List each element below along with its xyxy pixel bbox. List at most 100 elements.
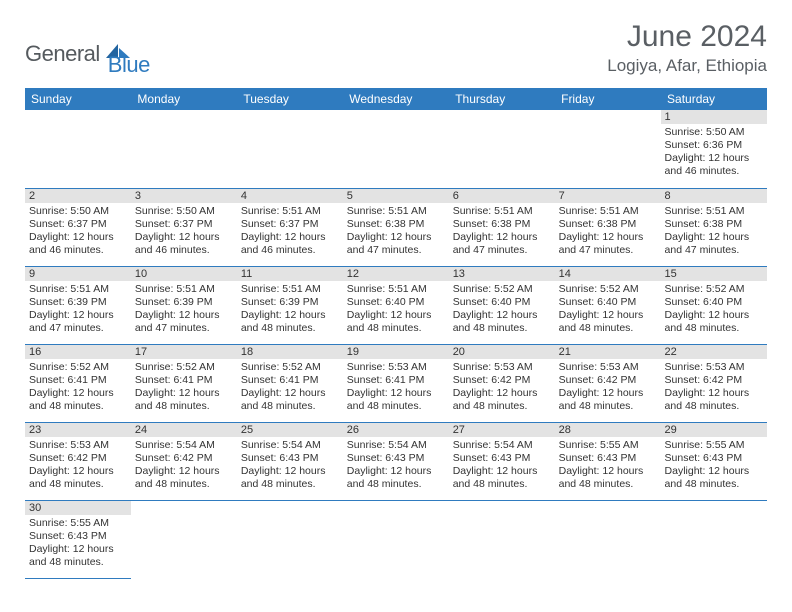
- calendar-cell: 26Sunrise: 5:54 AMSunset: 6:43 PMDayligh…: [343, 422, 449, 500]
- weekday-header: Thursday: [449, 88, 555, 110]
- day-number: 3: [131, 189, 237, 203]
- calendar-cell: 10Sunrise: 5:51 AMSunset: 6:39 PMDayligh…: [131, 266, 237, 344]
- calendar-cell: 29Sunrise: 5:55 AMSunset: 6:43 PMDayligh…: [661, 422, 767, 500]
- weekday-header: Sunday: [25, 88, 131, 110]
- day-content: Sunrise: 5:52 AMSunset: 6:40 PMDaylight:…: [661, 281, 767, 339]
- day-number: 24: [131, 423, 237, 437]
- calendar-cell: [237, 500, 343, 578]
- calendar-cell: 28Sunrise: 5:55 AMSunset: 6:43 PMDayligh…: [555, 422, 661, 500]
- day-number: 26: [343, 423, 449, 437]
- day-content: Sunrise: 5:51 AMSunset: 6:38 PMDaylight:…: [555, 203, 661, 261]
- weekday-header-row: SundayMondayTuesdayWednesdayThursdayFrid…: [25, 88, 767, 110]
- day-content: Sunrise: 5:51 AMSunset: 6:37 PMDaylight:…: [237, 203, 343, 261]
- day-number: 25: [237, 423, 343, 437]
- day-content: Sunrise: 5:53 AMSunset: 6:42 PMDaylight:…: [661, 359, 767, 417]
- weekday-header: Tuesday: [237, 88, 343, 110]
- day-number: 14: [555, 267, 661, 281]
- day-number: 9: [25, 267, 131, 281]
- day-number: 28: [555, 423, 661, 437]
- calendar-cell: 18Sunrise: 5:52 AMSunset: 6:41 PMDayligh…: [237, 344, 343, 422]
- day-content: Sunrise: 5:52 AMSunset: 6:41 PMDaylight:…: [131, 359, 237, 417]
- month-title: June 2024: [607, 20, 767, 54]
- weekday-header: Friday: [555, 88, 661, 110]
- calendar-cell: 23Sunrise: 5:53 AMSunset: 6:42 PMDayligh…: [25, 422, 131, 500]
- day-number: 5: [343, 189, 449, 203]
- day-number: 8: [661, 189, 767, 203]
- calendar-cell: 16Sunrise: 5:52 AMSunset: 6:41 PMDayligh…: [25, 344, 131, 422]
- day-content: Sunrise: 5:52 AMSunset: 6:40 PMDaylight:…: [555, 281, 661, 339]
- calendar-cell: 5Sunrise: 5:51 AMSunset: 6:38 PMDaylight…: [343, 188, 449, 266]
- weekday-header: Monday: [131, 88, 237, 110]
- calendar-cell: 1Sunrise: 5:50 AMSunset: 6:36 PMDaylight…: [661, 110, 767, 188]
- day-number: 29: [661, 423, 767, 437]
- calendar-cell: [555, 500, 661, 578]
- day-number: 4: [237, 189, 343, 203]
- day-content: Sunrise: 5:51 AMSunset: 6:38 PMDaylight:…: [661, 203, 767, 261]
- day-content: Sunrise: 5:53 AMSunset: 6:42 PMDaylight:…: [25, 437, 131, 495]
- calendar-row: 16Sunrise: 5:52 AMSunset: 6:41 PMDayligh…: [25, 344, 767, 422]
- day-content: Sunrise: 5:54 AMSunset: 6:42 PMDaylight:…: [131, 437, 237, 495]
- calendar-cell: 27Sunrise: 5:54 AMSunset: 6:43 PMDayligh…: [449, 422, 555, 500]
- day-content: Sunrise: 5:51 AMSunset: 6:39 PMDaylight:…: [131, 281, 237, 339]
- day-content: Sunrise: 5:50 AMSunset: 6:36 PMDaylight:…: [661, 124, 767, 182]
- day-number: 30: [25, 501, 131, 515]
- calendar-cell: 4Sunrise: 5:51 AMSunset: 6:37 PMDaylight…: [237, 188, 343, 266]
- calendar-cell: [131, 110, 237, 188]
- day-number: 10: [131, 267, 237, 281]
- day-number: 27: [449, 423, 555, 437]
- day-content: Sunrise: 5:53 AMSunset: 6:41 PMDaylight:…: [343, 359, 449, 417]
- day-number: 6: [449, 189, 555, 203]
- day-content: Sunrise: 5:51 AMSunset: 6:39 PMDaylight:…: [237, 281, 343, 339]
- calendar-cell: 25Sunrise: 5:54 AMSunset: 6:43 PMDayligh…: [237, 422, 343, 500]
- calendar-cell: [131, 500, 237, 578]
- calendar-cell: 21Sunrise: 5:53 AMSunset: 6:42 PMDayligh…: [555, 344, 661, 422]
- day-number: 7: [555, 189, 661, 203]
- title-block: June 2024 Logiya, Afar, Ethiopia: [607, 20, 767, 76]
- logo-text-blue: Blue: [108, 52, 150, 78]
- calendar-cell: 30Sunrise: 5:55 AMSunset: 6:43 PMDayligh…: [25, 500, 131, 578]
- calendar-cell: [449, 500, 555, 578]
- day-number: 13: [449, 267, 555, 281]
- calendar-cell: [25, 110, 131, 188]
- day-content: Sunrise: 5:50 AMSunset: 6:37 PMDaylight:…: [131, 203, 237, 261]
- calendar-cell: [237, 110, 343, 188]
- day-number: 23: [25, 423, 131, 437]
- logo: General Blue: [25, 30, 150, 78]
- day-content: Sunrise: 5:53 AMSunset: 6:42 PMDaylight:…: [555, 359, 661, 417]
- day-content: Sunrise: 5:54 AMSunset: 6:43 PMDaylight:…: [449, 437, 555, 495]
- day-content: Sunrise: 5:51 AMSunset: 6:38 PMDaylight:…: [449, 203, 555, 261]
- logo-text-general: General: [25, 41, 100, 67]
- calendar-cell: 14Sunrise: 5:52 AMSunset: 6:40 PMDayligh…: [555, 266, 661, 344]
- calendar-cell: 11Sunrise: 5:51 AMSunset: 6:39 PMDayligh…: [237, 266, 343, 344]
- day-content: Sunrise: 5:53 AMSunset: 6:42 PMDaylight:…: [449, 359, 555, 417]
- day-content: Sunrise: 5:55 AMSunset: 6:43 PMDaylight:…: [661, 437, 767, 495]
- day-content: Sunrise: 5:55 AMSunset: 6:43 PMDaylight:…: [555, 437, 661, 495]
- day-number: 22: [661, 345, 767, 359]
- calendar-cell: 2Sunrise: 5:50 AMSunset: 6:37 PMDaylight…: [25, 188, 131, 266]
- calendar-cell: 19Sunrise: 5:53 AMSunset: 6:41 PMDayligh…: [343, 344, 449, 422]
- header: General Blue June 2024 Logiya, Afar, Eth…: [25, 20, 767, 78]
- weekday-header: Saturday: [661, 88, 767, 110]
- calendar-cell: 6Sunrise: 5:51 AMSunset: 6:38 PMDaylight…: [449, 188, 555, 266]
- calendar-cell: 15Sunrise: 5:52 AMSunset: 6:40 PMDayligh…: [661, 266, 767, 344]
- day-content: Sunrise: 5:51 AMSunset: 6:39 PMDaylight:…: [25, 281, 131, 339]
- calendar-body: 1Sunrise: 5:50 AMSunset: 6:36 PMDaylight…: [25, 110, 767, 578]
- calendar-row: 1Sunrise: 5:50 AMSunset: 6:36 PMDaylight…: [25, 110, 767, 188]
- calendar-cell: 24Sunrise: 5:54 AMSunset: 6:42 PMDayligh…: [131, 422, 237, 500]
- day-number: 18: [237, 345, 343, 359]
- day-number: 15: [661, 267, 767, 281]
- calendar-cell: [343, 110, 449, 188]
- day-number: 11: [237, 267, 343, 281]
- calendar-row: 9Sunrise: 5:51 AMSunset: 6:39 PMDaylight…: [25, 266, 767, 344]
- calendar-cell: [555, 110, 661, 188]
- calendar-cell: [449, 110, 555, 188]
- day-number: 19: [343, 345, 449, 359]
- calendar-cell: 22Sunrise: 5:53 AMSunset: 6:42 PMDayligh…: [661, 344, 767, 422]
- calendar-row: 30Sunrise: 5:55 AMSunset: 6:43 PMDayligh…: [25, 500, 767, 578]
- day-content: Sunrise: 5:54 AMSunset: 6:43 PMDaylight:…: [237, 437, 343, 495]
- calendar-cell: 17Sunrise: 5:52 AMSunset: 6:41 PMDayligh…: [131, 344, 237, 422]
- day-content: Sunrise: 5:52 AMSunset: 6:41 PMDaylight:…: [237, 359, 343, 417]
- day-number: 16: [25, 345, 131, 359]
- calendar-cell: 8Sunrise: 5:51 AMSunset: 6:38 PMDaylight…: [661, 188, 767, 266]
- calendar-cell: 3Sunrise: 5:50 AMSunset: 6:37 PMDaylight…: [131, 188, 237, 266]
